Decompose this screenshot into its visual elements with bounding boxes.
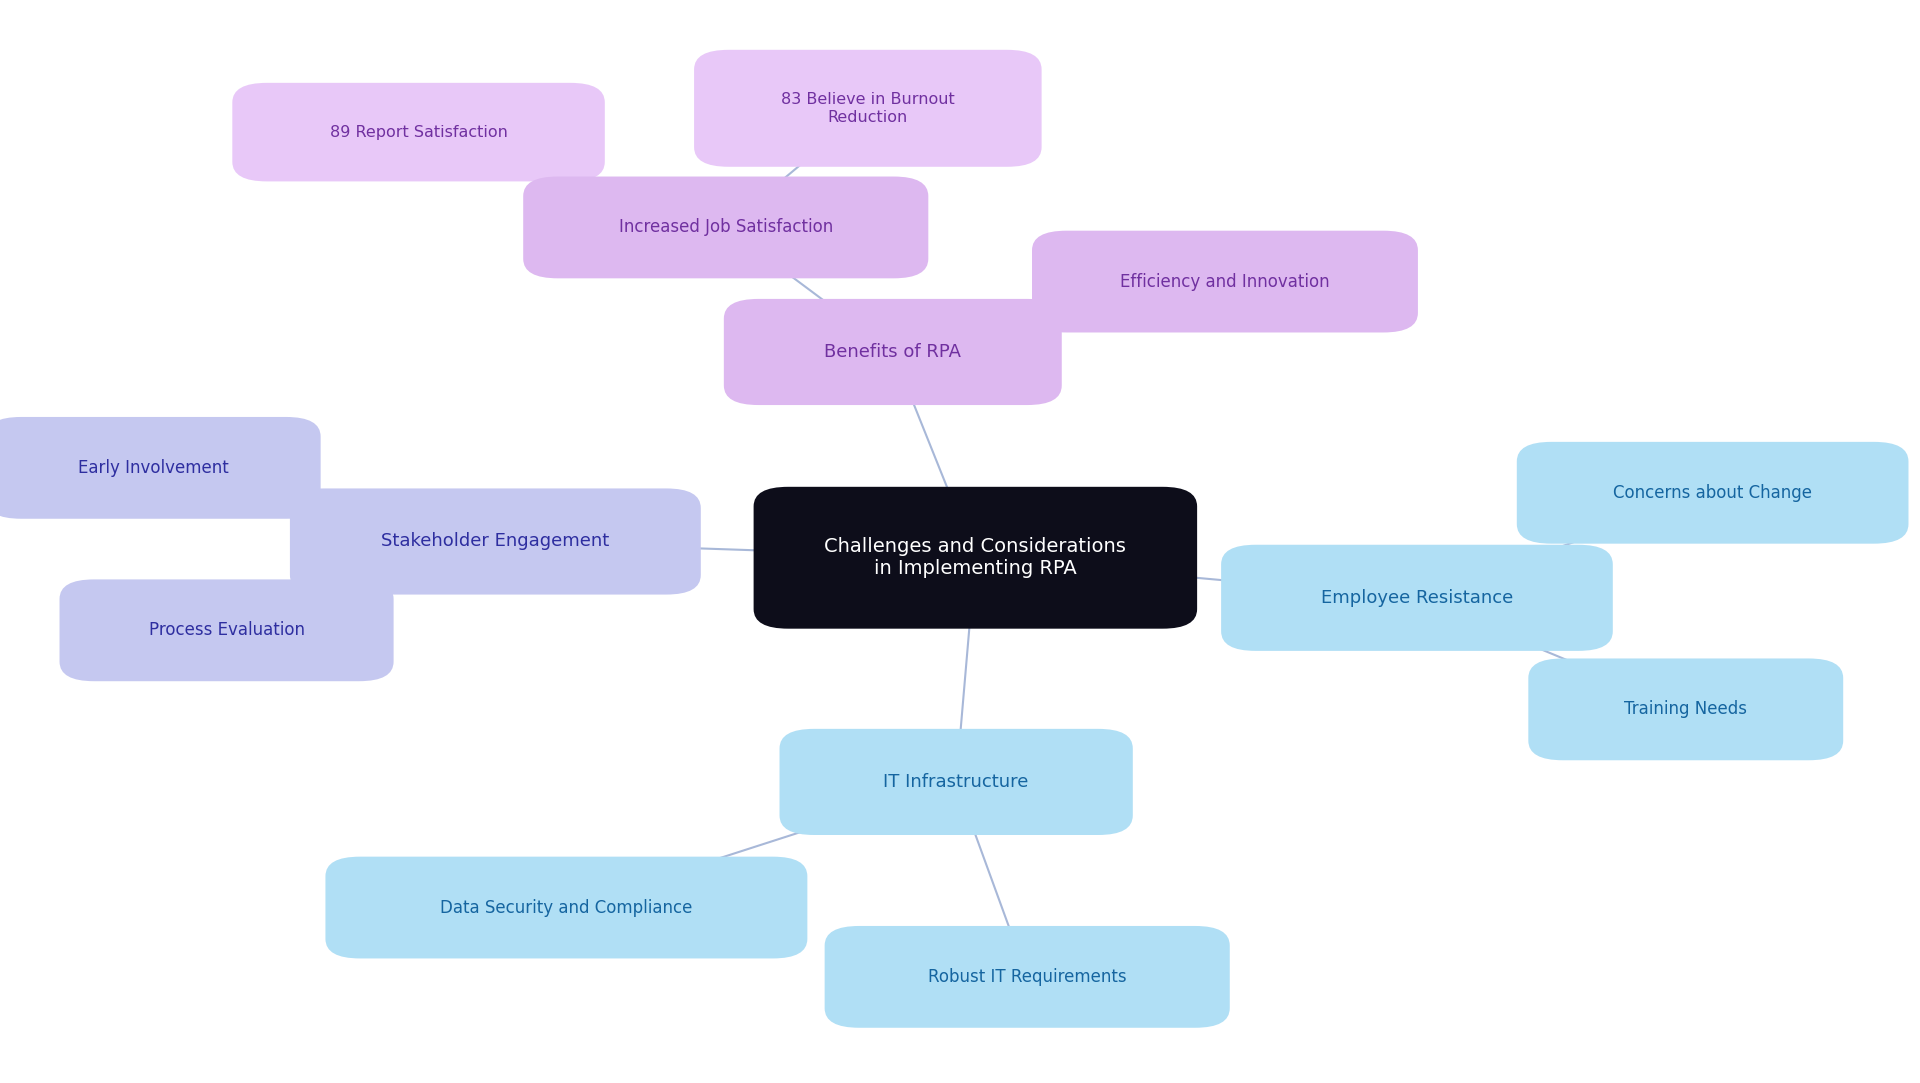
Text: Process Evaluation: Process Evaluation [148, 622, 305, 639]
Text: Increased Job Satisfaction: Increased Job Satisfaction [618, 219, 833, 236]
FancyBboxPatch shape [290, 488, 701, 595]
Text: 89 Report Satisfaction: 89 Report Satisfaction [330, 125, 507, 140]
FancyBboxPatch shape [1517, 442, 1908, 544]
Text: Challenges and Considerations
in Implementing RPA: Challenges and Considerations in Impleme… [824, 537, 1127, 578]
FancyBboxPatch shape [522, 177, 927, 278]
FancyBboxPatch shape [693, 50, 1041, 167]
Text: Benefits of RPA: Benefits of RPA [824, 343, 962, 361]
FancyBboxPatch shape [232, 83, 605, 182]
Text: Concerns about Change: Concerns about Change [1613, 484, 1812, 501]
FancyBboxPatch shape [1221, 545, 1613, 651]
Text: Stakeholder Engagement: Stakeholder Engagement [382, 533, 609, 550]
FancyBboxPatch shape [826, 926, 1229, 1028]
FancyBboxPatch shape [1033, 231, 1417, 332]
Text: Data Security and Compliance: Data Security and Compliance [440, 899, 693, 916]
FancyBboxPatch shape [724, 299, 1062, 405]
Text: IT Infrastructure: IT Infrastructure [883, 773, 1029, 791]
FancyBboxPatch shape [753, 487, 1198, 628]
Text: Early Involvement: Early Involvement [79, 459, 228, 477]
FancyBboxPatch shape [60, 579, 394, 681]
Text: Employee Resistance: Employee Resistance [1321, 589, 1513, 606]
FancyBboxPatch shape [1528, 658, 1843, 760]
Text: Efficiency and Innovation: Efficiency and Innovation [1119, 273, 1331, 290]
FancyBboxPatch shape [324, 857, 806, 958]
FancyBboxPatch shape [780, 729, 1133, 835]
Text: Robust IT Requirements: Robust IT Requirements [927, 968, 1127, 986]
Text: Training Needs: Training Needs [1624, 701, 1747, 718]
Text: 83 Believe in Burnout
Reduction: 83 Believe in Burnout Reduction [781, 92, 954, 125]
FancyBboxPatch shape [0, 417, 321, 519]
